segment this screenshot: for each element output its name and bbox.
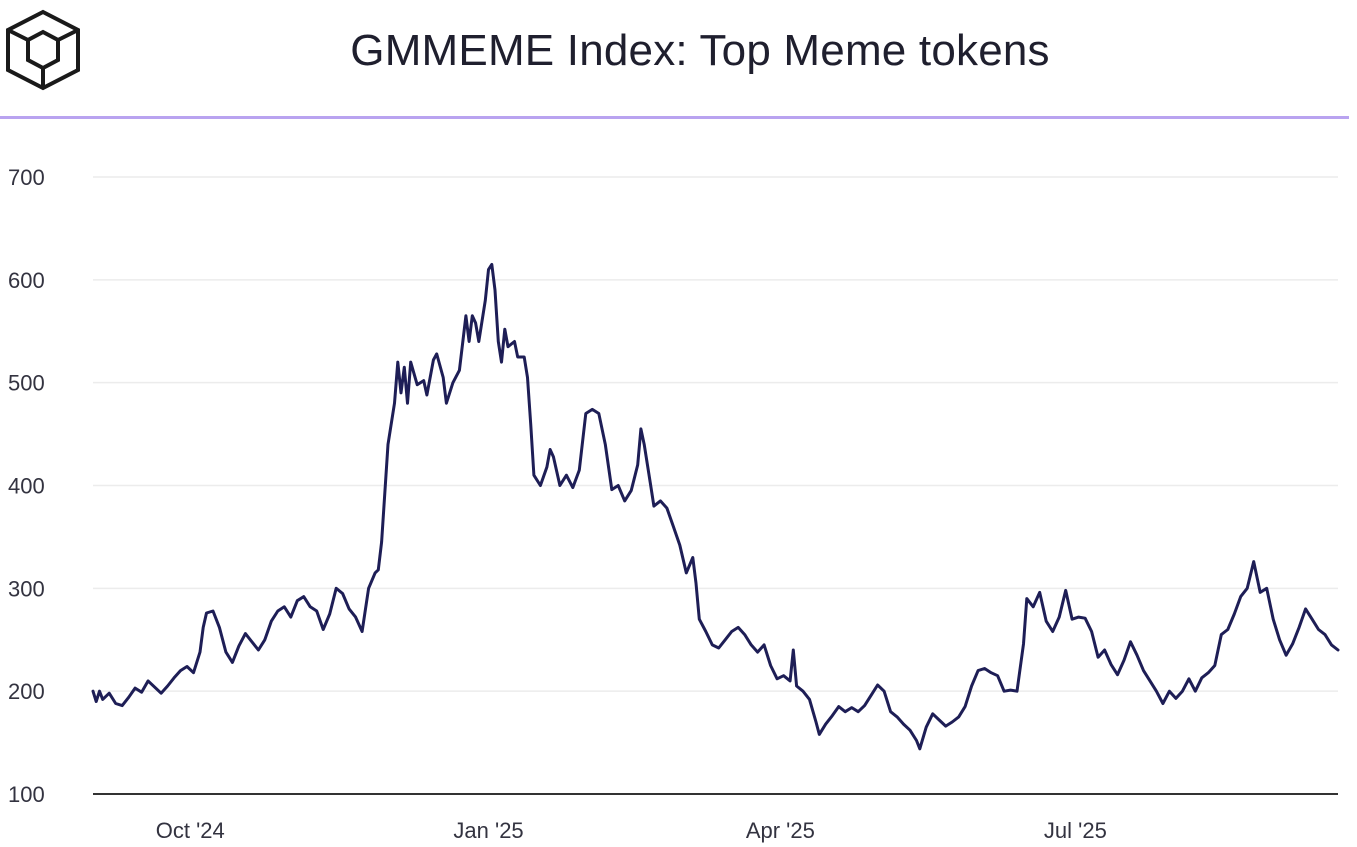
y-axis-tick-labels: 100 200 300 400 500 600 700 (8, 165, 45, 807)
series-line (91, 262, 1340, 751)
y-tick-label: 700 (8, 165, 45, 190)
chart-header: GMMEME Index: Top Meme tokens (0, 0, 1357, 118)
x-tick-label: Jul '25 (1044, 818, 1107, 843)
y-tick-label: 100 (8, 782, 45, 807)
x-axis-tick-labels: Oct '24 Jan '25 Apr '25 Jul '25 (156, 818, 1107, 843)
y-tick-label: 200 (8, 679, 45, 704)
cube-logo-icon (6, 9, 80, 91)
y-tick-label: 300 (8, 576, 45, 601)
grid-lines (93, 176, 1338, 692)
y-tick-label: 600 (8, 268, 45, 293)
header-divider (0, 116, 1349, 119)
x-tick-label: Jan '25 (453, 818, 523, 843)
chart-title: GMMEME Index: Top Meme tokens (350, 26, 1050, 75)
y-tick-label: 400 (8, 474, 45, 499)
x-tick-label: Oct '24 (156, 818, 225, 843)
y-tick-label: 500 (8, 371, 45, 396)
x-tick-label: Apr '25 (746, 818, 815, 843)
line-chart: 100 200 300 400 500 600 700 Oct '24 Jan '25 Apr … (8, 165, 1340, 843)
